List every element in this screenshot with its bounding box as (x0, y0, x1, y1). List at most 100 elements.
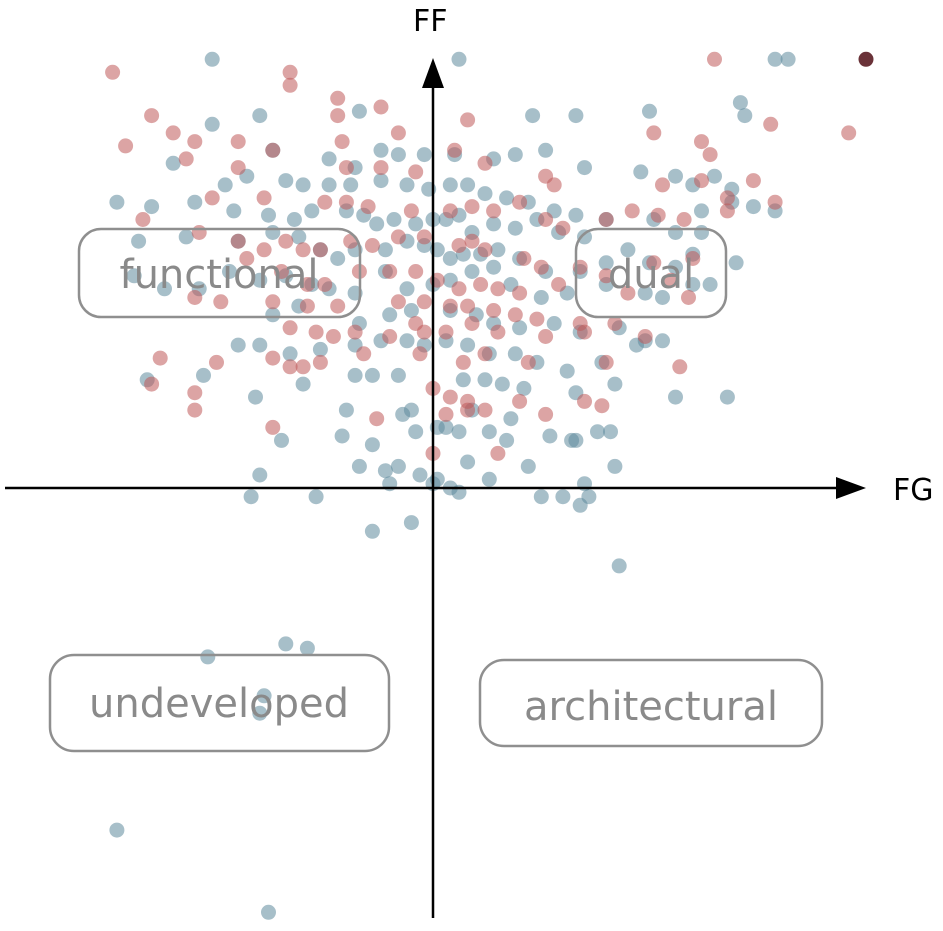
point-red-24 (338, 160, 354, 176)
point-blue-134 (655, 333, 670, 349)
point-blue-183 (542, 428, 558, 444)
point-red-0 (707, 51, 722, 67)
point-red-70 (646, 255, 662, 271)
x-axis-label: FG (893, 473, 934, 508)
point-red-41 (464, 199, 480, 215)
point-red-36 (317, 194, 333, 210)
point-red-139 (460, 402, 476, 418)
point-red-141 (538, 406, 554, 422)
point-blue-209 (611, 558, 627, 574)
point-blue-185 (590, 424, 605, 440)
point-blue-188 (390, 458, 406, 474)
point-red-63 (451, 238, 467, 253)
point-red-74 (274, 264, 289, 279)
point-blue-122 (265, 307, 281, 323)
point-red-136 (187, 402, 203, 418)
point-blue-181 (481, 424, 497, 440)
point-blue-163 (607, 376, 623, 392)
quadrant-architectural-label: architectural (524, 684, 778, 730)
point-red-135 (594, 398, 610, 414)
point-blue-156 (364, 367, 380, 383)
point-blue-29 (217, 177, 233, 193)
point-red-119 (295, 359, 311, 375)
point-blue-51 (144, 199, 160, 215)
point-blue-190 (460, 454, 476, 470)
point-red-82 (473, 277, 489, 292)
point-blue-5 (252, 108, 268, 124)
x-axis-arrowhead (836, 477, 866, 499)
point-blue-184 (564, 432, 580, 448)
quadrant-dual-box (574, 227, 728, 319)
point-blue-137 (282, 346, 298, 362)
point-red-121 (356, 346, 372, 362)
point-red-138 (438, 406, 454, 422)
point-red-78 (382, 264, 398, 279)
point-red-106 (382, 329, 398, 344)
point-red-134 (577, 393, 592, 409)
point-red-115 (152, 350, 168, 366)
point-blue-98 (702, 277, 718, 292)
point-red-118 (282, 359, 298, 375)
point-blue-34 (343, 177, 359, 193)
point-red-91 (299, 298, 315, 314)
point-red-55 (256, 242, 272, 258)
point-red-54 (230, 233, 246, 249)
point-red-18 (646, 125, 662, 141)
point-blue-153 (196, 367, 211, 383)
point-red-137 (369, 411, 385, 427)
point-blue-207 (403, 515, 419, 531)
point-blue-67 (507, 220, 523, 236)
point-red-30 (655, 177, 670, 193)
point-blue-148 (559, 363, 575, 379)
quadrant-architectural: architectural (478, 658, 824, 748)
point-blue-82 (330, 251, 346, 266)
point-red-17 (447, 142, 463, 158)
point-red-53 (191, 225, 207, 240)
point-red-128 (144, 376, 160, 392)
point-blue-182 (499, 432, 515, 448)
point-blue-138 (312, 341, 328, 357)
point-red-88 (187, 290, 203, 305)
point-blue-144 (460, 337, 476, 353)
point-blue-202 (308, 489, 324, 505)
point-dark-0 (858, 51, 874, 67)
point-red-22 (178, 151, 194, 167)
point-red-49 (676, 212, 692, 227)
point-blue-20 (507, 147, 523, 163)
point-blue-55 (286, 212, 302, 227)
point-blue-13 (321, 151, 337, 167)
point-blue-157 (390, 367, 406, 383)
quadrant-undeveloped-label: undeveloped (89, 681, 349, 727)
point-red-44 (538, 212, 554, 227)
point-red-85 (551, 277, 567, 292)
point-blue-130 (512, 320, 528, 336)
point-blue-180 (451, 424, 467, 440)
point-blue-56 (304, 203, 320, 219)
point-blue-177 (364, 437, 380, 453)
point-blue-35 (373, 173, 389, 189)
quadrant-dual-label: dual (608, 252, 694, 298)
point-blue-70 (577, 229, 592, 245)
point-blue-189 (412, 467, 428, 483)
point-red-89 (213, 294, 229, 310)
point-blue-49 (745, 199, 761, 215)
point-red-142 (265, 419, 281, 435)
point-red-124 (477, 346, 493, 362)
point-red-43 (512, 194, 528, 210)
point-blue-16 (390, 147, 406, 163)
point-blue-192 (607, 458, 623, 474)
point-red-84 (512, 285, 528, 301)
point-red-125 (520, 354, 536, 370)
point-blue-74 (694, 225, 709, 240)
point-blue-187 (377, 463, 393, 479)
point-red-34 (204, 190, 220, 206)
point-blue-216 (261, 904, 276, 920)
point-red-5 (373, 99, 389, 115)
quadrant-functional: functional (77, 227, 362, 319)
point-red-6 (763, 116, 779, 132)
point-blue-154 (295, 376, 311, 392)
point-red-104 (325, 329, 341, 344)
point-red-86 (620, 285, 636, 301)
point-blue-214 (252, 705, 268, 721)
point-blue-174 (603, 424, 618, 440)
